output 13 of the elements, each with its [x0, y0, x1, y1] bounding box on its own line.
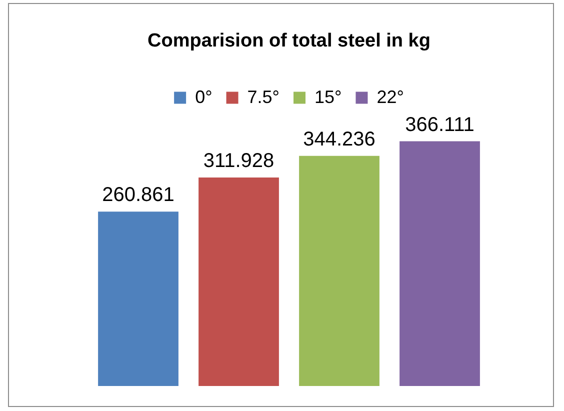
data-label: 260.861	[102, 184, 174, 206]
legend-label: 7.5°	[247, 86, 280, 107]
legend-label: 22°	[376, 86, 404, 107]
bar	[400, 141, 480, 386]
bar	[299, 156, 380, 386]
chart-title: Comparision of total steel in kg	[148, 30, 430, 52]
data-label: 366.111	[405, 114, 474, 136]
bar	[98, 212, 178, 386]
legend-label: 15°	[314, 86, 342, 107]
legend-label: 0°	[195, 86, 212, 107]
data-label: 344.236	[303, 128, 376, 150]
data-label: 311.928	[203, 150, 274, 172]
bar	[198, 177, 279, 386]
